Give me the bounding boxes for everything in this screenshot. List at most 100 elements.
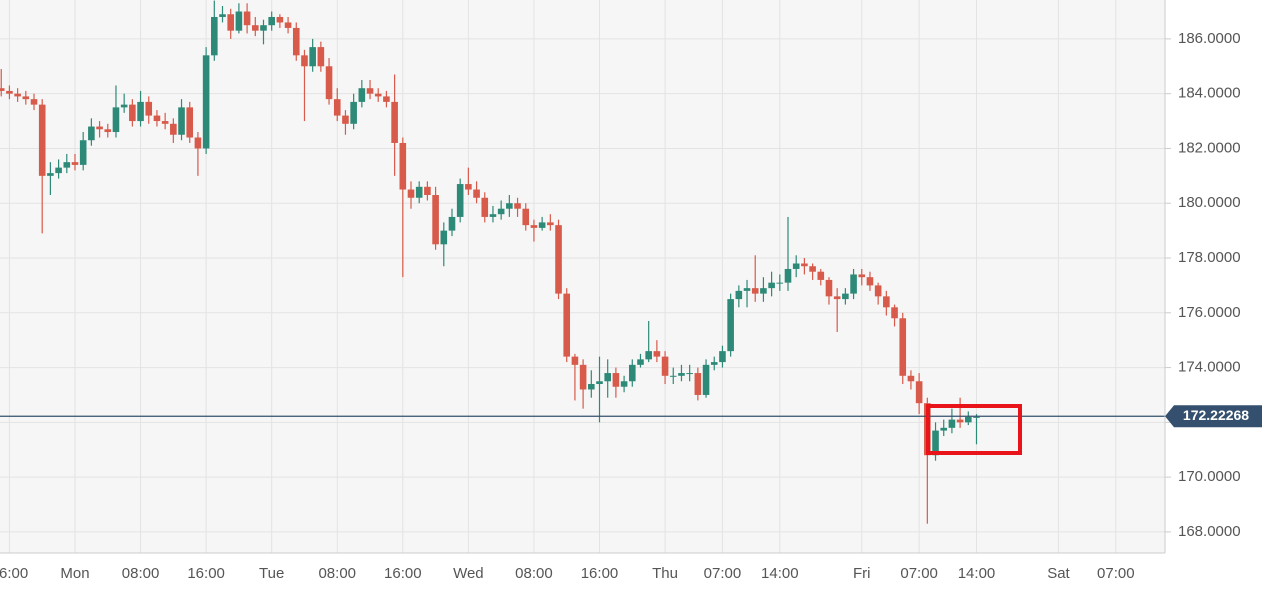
current-price-tag bbox=[1165, 405, 1262, 428]
candle-body bbox=[973, 416, 980, 418]
candle-body bbox=[47, 173, 54, 176]
candle-body bbox=[96, 126, 103, 130]
candle-body bbox=[784, 268, 792, 283]
candle-body bbox=[194, 137, 202, 149]
x-tick-label: 16:00 bbox=[0, 565, 28, 582]
candle-body bbox=[874, 285, 882, 297]
candle-body bbox=[604, 373, 612, 382]
candle-body bbox=[88, 126, 95, 141]
candle-body bbox=[530, 225, 538, 228]
candle-body bbox=[965, 416, 972, 423]
x-tick-label: 07:00 bbox=[1097, 565, 1135, 582]
candle-body bbox=[710, 362, 718, 365]
candle-body bbox=[301, 55, 308, 67]
candle-body bbox=[702, 364, 710, 395]
highlight-box bbox=[926, 404, 1022, 455]
candle-body bbox=[112, 107, 120, 133]
candle-body bbox=[260, 25, 267, 31]
x-tick-label: Sat bbox=[1047, 565, 1070, 582]
y-tick-label: 176.0000 bbox=[1178, 304, 1241, 321]
candle-body bbox=[866, 277, 874, 286]
candle-body bbox=[628, 364, 636, 382]
candle-body bbox=[170, 123, 177, 135]
x-tick-label: 14:00 bbox=[958, 565, 996, 582]
candle-body bbox=[538, 222, 546, 228]
candle-body bbox=[251, 25, 259, 31]
x-tick-label: 16:00 bbox=[187, 565, 225, 582]
x-tick-label: 16:00 bbox=[581, 565, 619, 582]
candle-body bbox=[235, 11, 243, 31]
candle-body bbox=[735, 290, 743, 300]
candle-body bbox=[465, 184, 472, 190]
candle-body bbox=[825, 279, 833, 297]
candle-body bbox=[211, 16, 218, 56]
candle-body bbox=[915, 381, 923, 404]
candles bbox=[0, 0, 1165, 524]
candle-body bbox=[473, 189, 480, 198]
y-tick-label: 180.0000 bbox=[1178, 194, 1241, 211]
candle-body bbox=[366, 88, 374, 94]
candle-body bbox=[243, 11, 251, 26]
candle-body bbox=[374, 93, 382, 97]
candle-body bbox=[309, 47, 316, 67]
candle-body bbox=[79, 140, 87, 165]
candle-body bbox=[817, 271, 825, 280]
x-tick-label: Tue bbox=[259, 565, 284, 582]
candle-body bbox=[858, 274, 866, 278]
candle-body bbox=[71, 162, 79, 165]
x-tick-label: 07:00 bbox=[704, 565, 742, 582]
candle-body bbox=[202, 55, 210, 149]
candle-body bbox=[751, 288, 759, 294]
candle-body bbox=[407, 189, 415, 198]
current-price-label: 172.22268 bbox=[1183, 407, 1249, 423]
candle-body bbox=[727, 299, 734, 352]
candle-body bbox=[547, 222, 554, 226]
candle-body bbox=[620, 381, 628, 387]
candle-body bbox=[940, 427, 948, 431]
x-tick-label: Wed bbox=[453, 565, 484, 582]
candle-body bbox=[563, 293, 571, 357]
candle-body bbox=[0, 88, 5, 91]
candle-body bbox=[792, 263, 800, 269]
x-tick-label: Thu bbox=[652, 565, 678, 582]
candle-body bbox=[440, 230, 448, 245]
candle-body bbox=[719, 351, 726, 363]
candle-body bbox=[14, 93, 21, 97]
candle-body bbox=[686, 373, 693, 375]
labels: 16:00 Mon 08:00 16:00 Tue 08:00 16:00 Wed 08:00 1… bbox=[0, 30, 1262, 582]
x-tick-label: Mon bbox=[60, 565, 89, 582]
candle-body bbox=[932, 430, 939, 456]
candle-body bbox=[596, 381, 603, 385]
candle-body bbox=[178, 107, 185, 135]
candle-body bbox=[612, 373, 620, 387]
y-tick-label: 184.0000 bbox=[1178, 85, 1241, 102]
candle-body bbox=[653, 351, 661, 357]
candle-body bbox=[506, 203, 513, 209]
candle-body bbox=[350, 101, 357, 124]
candle-body bbox=[907, 375, 915, 382]
x-tick-label: 08:00 bbox=[515, 565, 553, 582]
x-tick-label: 07:00 bbox=[900, 565, 938, 582]
candle-body bbox=[137, 101, 144, 122]
candle-body bbox=[104, 129, 112, 133]
candle-body bbox=[809, 266, 816, 272]
candle-body bbox=[768, 282, 775, 289]
y-tick-label: 174.0000 bbox=[1178, 359, 1241, 376]
candle-body bbox=[801, 263, 808, 267]
candle-body bbox=[497, 208, 505, 215]
candle-body bbox=[899, 318, 907, 376]
candle-body bbox=[276, 16, 284, 23]
x-tick-label: 08:00 bbox=[318, 565, 356, 582]
candle-body bbox=[555, 225, 562, 294]
candle-body bbox=[579, 364, 587, 390]
y-tick-label: 182.0000 bbox=[1178, 139, 1241, 156]
candle-body bbox=[63, 162, 71, 168]
candle-body bbox=[456, 184, 464, 217]
candle-body bbox=[850, 274, 857, 294]
candle-body bbox=[432, 195, 439, 245]
candle-body bbox=[227, 14, 235, 31]
candle-body bbox=[514, 203, 521, 209]
candle-body bbox=[358, 88, 366, 102]
candle-body bbox=[161, 121, 169, 124]
